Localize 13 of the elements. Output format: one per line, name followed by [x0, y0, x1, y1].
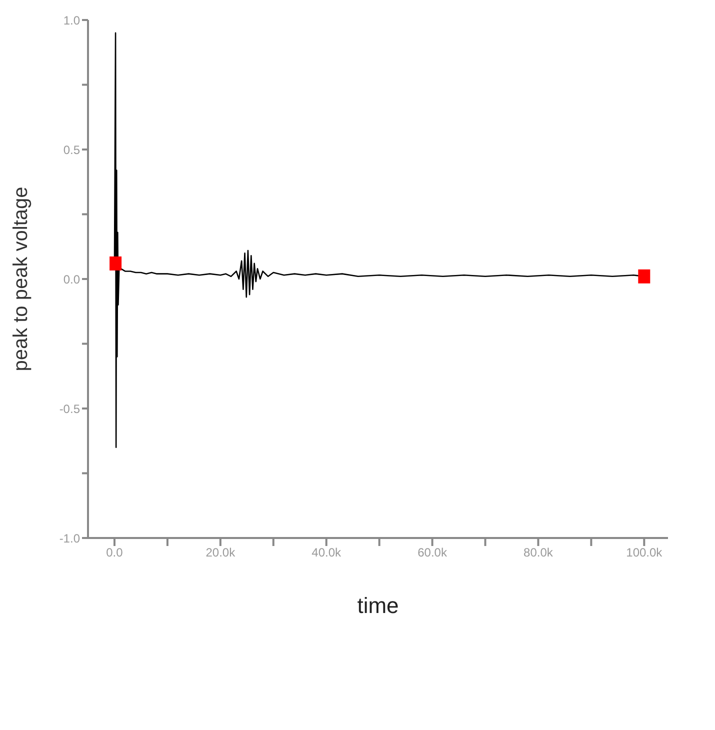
y-tick-label: 1.0 — [63, 13, 80, 28]
y-tick-label: -1.0 — [59, 531, 80, 546]
x-tick-label: 0.0 — [106, 546, 124, 560]
x-axis-title: time — [357, 593, 399, 618]
x-tick-label: 20.0k — [206, 546, 236, 560]
x-tick-label: 60.0k — [418, 546, 448, 560]
x-tick-label: 40.0k — [312, 546, 342, 560]
y-tick-label: 0.5 — [63, 142, 80, 157]
y-tick-label: -0.5 — [59, 402, 80, 416]
y-axis-title: peak to peak voltage — [10, 186, 32, 372]
x-tick-label: 100.0k — [626, 546, 664, 560]
x-tick-label: 80.0k — [524, 546, 554, 560]
y-tick-label: 0.0 — [63, 272, 80, 286]
